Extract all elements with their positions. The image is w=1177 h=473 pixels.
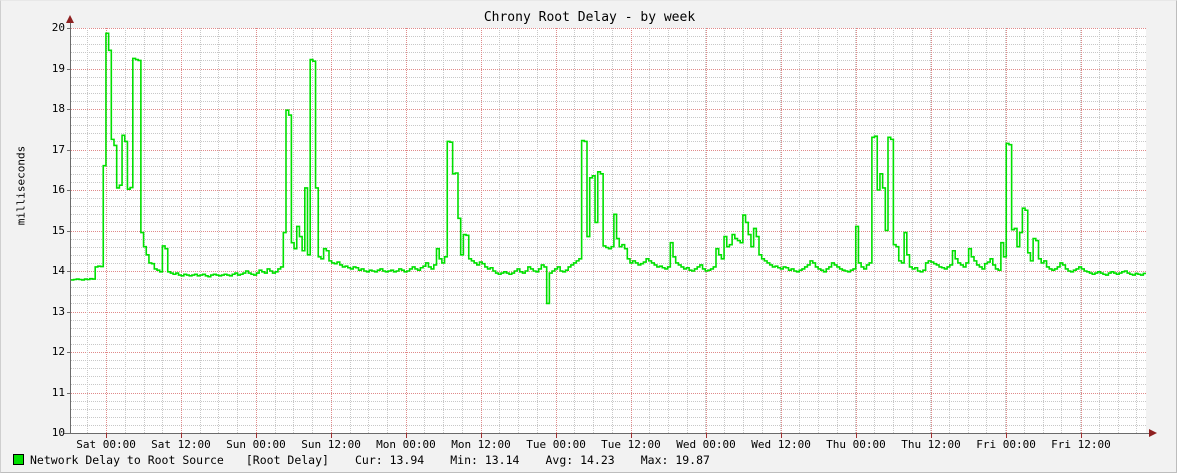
x-axis-tick-label: Tue 00:00	[526, 438, 586, 451]
x-axis-tick-label: Fri 12:00	[1051, 438, 1111, 451]
x-axis-tick-mark	[706, 433, 707, 438]
x-axis-tick-mark	[556, 433, 557, 438]
y-axis-tick-value: 14	[51, 264, 65, 277]
y-axis-tick-mark	[67, 352, 72, 353]
x-axis-line	[64, 433, 1151, 434]
x-axis-tick-label: Wed 00:00	[676, 438, 736, 451]
y-axis-tick-value: 10	[51, 426, 65, 439]
y-axis-tick-value: 12	[51, 345, 65, 358]
y-axis-tick-value: 17	[51, 142, 65, 156]
x-axis-tick-label: Sun 00:00	[226, 438, 286, 451]
x-axis-tick-label: Mon 00:00	[376, 438, 436, 451]
legend-min-value: Min: 13.14	[450, 453, 520, 467]
x-axis-tick-mark	[406, 433, 407, 438]
x-axis-tick-label: Wed 12:00	[751, 438, 811, 451]
y-axis-tick-mark	[67, 150, 72, 151]
data-series-line	[71, 32, 1146, 305]
y-axis-tick-mark	[67, 190, 72, 191]
y-axis-tick-value: 11	[51, 385, 65, 399]
y-axis-line	[70, 22, 71, 434]
legend: Network Delay to Root Source [Root Delay]…	[13, 453, 710, 467]
x-axis-tick-label: Sat 00:00	[76, 438, 136, 451]
page-title: Chrony Root Delay - by week	[483, 10, 696, 25]
x-axis-tick-label: Mon 12:00	[451, 438, 511, 451]
y-axis-tick-value: 19	[51, 61, 65, 75]
x-axis-tick-mark	[256, 433, 257, 438]
x-axis-tick-mark	[1006, 433, 1007, 438]
x-axis-tick-mark	[481, 433, 482, 438]
x-axis-tick-mark	[931, 433, 932, 438]
y-axis-tick-mark	[67, 393, 72, 394]
x-axis-tick-mark	[1081, 433, 1082, 438]
y-axis-tick-value: 13	[51, 304, 65, 318]
x-axis-tick-mark	[106, 433, 107, 438]
y-axis-tick-value: 15	[51, 223, 65, 237]
legend-cur-value: Cur: 13.94	[354, 453, 425, 467]
x-axis-tick-label: Sat 12:00	[151, 438, 211, 451]
x-axis-tick-mark	[781, 433, 782, 438]
x-axis-tick-label: Sun 12:00	[301, 438, 361, 451]
x-axis-tick-mark	[331, 433, 332, 438]
y-axis-tick-mark	[67, 28, 72, 29]
y-axis-tick-mark	[67, 312, 72, 313]
x-axis-tick-label: Thu 12:00	[901, 438, 961, 451]
x-axis-tick-label: Fri 00:00	[976, 438, 1036, 451]
legend-series-label: Network Delay to Root Source	[30, 453, 224, 467]
legend-avg-value: Avg: 14.23	[545, 453, 615, 467]
y-axis-tick-mark	[67, 271, 72, 272]
x-axis-tick-label: Thu 00:00	[826, 438, 886, 451]
y-axis-tick-mark	[67, 433, 72, 434]
x-axis-tick-label: Tue 12:00	[601, 438, 661, 451]
legend-max-value: Max: 19.87	[640, 453, 710, 467]
y-axis-arrow-icon	[66, 15, 74, 23]
y-axis-tick-value: 18	[51, 102, 65, 115]
plot-area	[71, 28, 1146, 433]
x-axis-tick-mark	[181, 433, 182, 438]
y-axis-tick-mark	[67, 109, 72, 110]
legend-metric-label: [Root Delay]	[245, 453, 329, 467]
y-axis-tick-mark	[67, 231, 72, 232]
y-axis-tick-value: 16	[51, 183, 65, 196]
x-axis-tick-mark	[856, 433, 857, 438]
x-axis-tick-mark	[631, 433, 632, 438]
y-axis-tick-mark	[67, 69, 72, 70]
y-axis-tick-value: 20	[51, 21, 65, 34]
legend-color-swatch	[13, 454, 24, 465]
x-axis-arrow-icon	[1149, 429, 1157, 437]
